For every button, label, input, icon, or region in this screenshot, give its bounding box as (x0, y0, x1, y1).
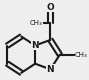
Text: O: O (47, 3, 54, 12)
Text: N: N (31, 41, 39, 50)
Text: CH₃: CH₃ (75, 52, 88, 58)
Text: CH₃: CH₃ (30, 20, 42, 26)
Text: N: N (47, 65, 54, 74)
